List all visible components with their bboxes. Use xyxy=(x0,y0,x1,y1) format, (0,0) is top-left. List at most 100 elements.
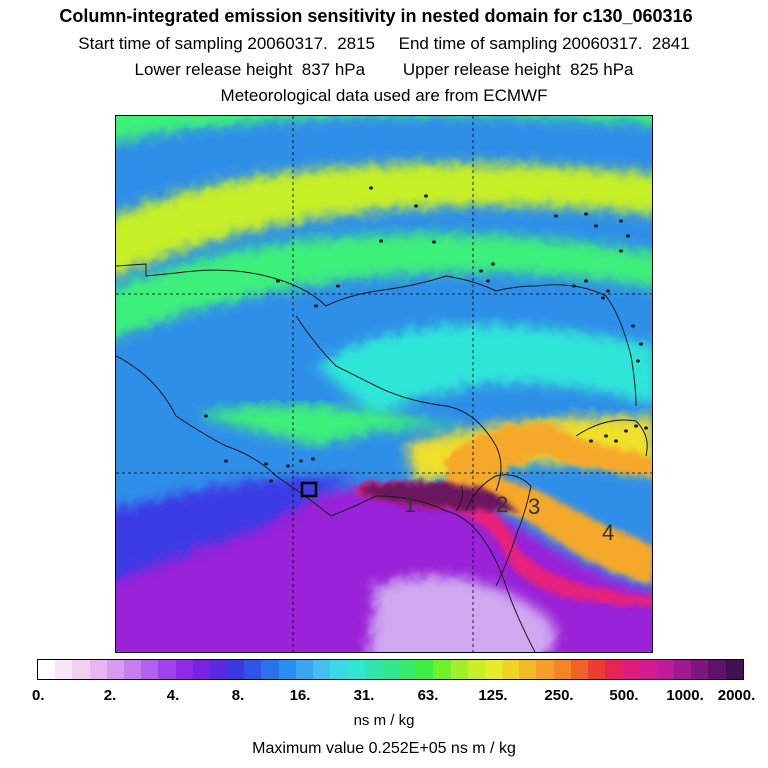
colorbar xyxy=(37,659,744,680)
band-green xyxy=(116,233,652,338)
colorbar-cell xyxy=(295,660,313,679)
colorbar-cell xyxy=(450,660,468,679)
release-target-box xyxy=(300,481,318,498)
city-marker xyxy=(479,269,483,273)
colorbar-cell xyxy=(502,660,520,679)
colorbar-cell xyxy=(416,660,434,679)
colorbar-tick-label: 2. xyxy=(103,687,117,704)
inland-border xyxy=(295,315,502,492)
city-marker xyxy=(204,414,208,418)
region-label-1: 1 xyxy=(404,492,416,517)
colorbar-cell xyxy=(570,660,588,679)
city-marker xyxy=(644,426,648,430)
city-marker xyxy=(619,249,623,253)
colorbar-cell xyxy=(313,660,331,679)
coastline-layer xyxy=(116,263,648,652)
city-marker xyxy=(614,439,618,443)
colorbar-cell xyxy=(656,660,674,679)
city-marker xyxy=(589,439,593,443)
plume-orange xyxy=(446,424,652,586)
region-label-4: 4 xyxy=(602,520,614,545)
city-marker xyxy=(554,214,558,218)
colorbar-cell xyxy=(72,660,90,679)
colorbar-cell xyxy=(553,660,571,679)
city-marker xyxy=(336,284,340,288)
colorbar-tick-label: 16. xyxy=(289,687,311,704)
city-marker xyxy=(432,240,436,244)
city-marker xyxy=(269,479,273,483)
city-marker xyxy=(636,359,640,363)
band-yellow-green xyxy=(116,163,652,277)
colorbar-tick-label: 500. xyxy=(609,687,639,704)
colorbar-cell xyxy=(484,660,503,679)
south-deep-blue-area xyxy=(116,476,356,579)
city-marker xyxy=(634,424,638,428)
band-cyan xyxy=(316,325,652,416)
colorbar-cell xyxy=(123,660,142,679)
city-marker xyxy=(491,262,495,266)
max-value-label: Maximum value 0.252E+05 ns m / kg xyxy=(252,740,516,757)
colorbar-cell xyxy=(89,660,107,679)
city-marker xyxy=(486,279,490,283)
colorbar-cell xyxy=(708,660,726,679)
city-marker xyxy=(606,289,610,293)
release-height-line: Lower release height 837 hPa Upper relea… xyxy=(134,60,634,79)
colorbar-cell xyxy=(725,660,743,679)
colorbar-cell xyxy=(691,660,709,679)
colorbar-tick-label: 2000. xyxy=(717,687,756,704)
colorbar-cell xyxy=(38,660,56,679)
colorbar-tick-label: 250. xyxy=(544,687,574,704)
colorbar-tick-label: 4. xyxy=(166,687,180,704)
colorbar-cell xyxy=(244,660,262,679)
colorbar-cell xyxy=(227,660,245,679)
colorbar-cell xyxy=(398,660,417,679)
pacific-coastline xyxy=(116,355,536,652)
cuba-coast xyxy=(575,419,648,457)
plume-core xyxy=(361,482,516,511)
city-marker xyxy=(314,304,318,308)
city-marker xyxy=(424,194,428,198)
colorbar-cell xyxy=(278,660,296,679)
bay-coast xyxy=(455,485,464,512)
colorbar-cell xyxy=(209,660,228,679)
colorbar-cell xyxy=(141,660,159,679)
colorbar-cell xyxy=(622,660,640,679)
city-marker xyxy=(584,212,588,216)
sampling-time-line: Start time of sampling 20060317. 2815 En… xyxy=(78,34,690,53)
city-marker xyxy=(224,459,228,463)
city-marker xyxy=(311,457,315,461)
colorbar-units: ns m / kg xyxy=(353,712,415,729)
city-marker xyxy=(414,204,418,208)
city-markers xyxy=(204,186,648,483)
colorbar-cell xyxy=(467,660,485,679)
city-marker xyxy=(619,219,623,223)
sensitivity-map: 1 2 3 4 xyxy=(115,115,653,653)
colorbar-cell xyxy=(158,660,176,679)
colorbar-cell xyxy=(536,660,554,679)
city-marker xyxy=(626,234,630,238)
city-marker xyxy=(604,434,608,438)
colorbar-cell xyxy=(175,660,193,679)
city-marker xyxy=(264,462,268,466)
colorbar-tick-label: 125. xyxy=(478,687,508,704)
colorbar-cell xyxy=(588,660,606,679)
city-marker xyxy=(369,186,373,190)
city-marker xyxy=(276,279,280,283)
field-layer xyxy=(116,116,652,652)
colorbar-cell xyxy=(55,660,73,679)
colorbar-cell xyxy=(106,660,124,679)
met-data-line: Meteorological data used are from ECMWF xyxy=(220,86,548,105)
colorbar-cell xyxy=(639,660,657,679)
map-canvas: 1 2 3 4 xyxy=(116,116,652,652)
colorbar-tick-label: 63. xyxy=(417,687,439,704)
city-marker xyxy=(572,284,576,288)
plume-magenta xyxy=(356,482,652,606)
region-label-3: 3 xyxy=(528,494,540,519)
city-marker xyxy=(639,342,643,346)
colorbar-cell xyxy=(605,660,623,679)
yucatan-coast xyxy=(465,474,532,587)
colorbar-tick-label: 0. xyxy=(31,687,45,704)
city-marker xyxy=(299,459,303,463)
band-green-mid xyxy=(196,404,486,446)
city-marker xyxy=(379,239,383,243)
